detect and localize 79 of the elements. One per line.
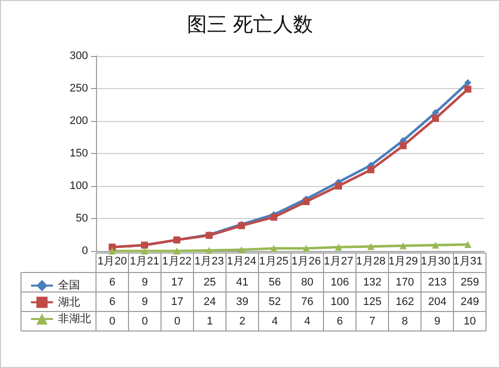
data-label: 259 xyxy=(460,276,479,288)
legend-label: 湖北 xyxy=(58,295,80,308)
data-label: 9 xyxy=(142,276,148,288)
data-label: 39 xyxy=(236,296,248,308)
data-label: 162 xyxy=(396,296,414,308)
data-label: 170 xyxy=(396,276,414,288)
point xyxy=(335,182,342,190)
point xyxy=(464,79,472,86)
x-tick-label: 1月27 xyxy=(324,256,354,268)
y-tick-label: 200 xyxy=(70,115,88,127)
point xyxy=(335,244,342,251)
data-label: 125 xyxy=(363,296,382,308)
y-tick-label: 250 xyxy=(70,82,88,94)
point xyxy=(302,244,310,252)
x-tick-label: 1月25 xyxy=(259,256,289,268)
point xyxy=(400,142,407,150)
point xyxy=(432,114,439,122)
data-label: 25 xyxy=(204,276,216,288)
data-label: 4 xyxy=(272,315,278,328)
y-tick-label: 300 xyxy=(70,50,88,62)
data-label: 6 xyxy=(109,296,116,308)
data-label: 56 xyxy=(268,276,281,288)
x-tick-label: 1月31 xyxy=(453,256,483,268)
legend-label: 非湖北 xyxy=(58,312,91,325)
legend-label: 全国 xyxy=(58,280,80,292)
point xyxy=(206,246,213,254)
x-tick-label: 1月20 xyxy=(97,256,127,268)
data-label: 80 xyxy=(301,276,314,288)
x-tick-label: 1月26 xyxy=(291,256,321,268)
data-label: 52 xyxy=(268,296,281,308)
data-label: 9 xyxy=(434,315,440,328)
data-label: 249 xyxy=(460,296,479,308)
data-label: 2 xyxy=(239,315,246,328)
data-label: 9 xyxy=(142,296,148,308)
y-tick-label: 150 xyxy=(70,148,88,160)
data-label: 213 xyxy=(428,276,446,288)
point xyxy=(270,244,278,252)
point xyxy=(367,166,374,174)
point xyxy=(400,242,407,250)
data-label: 6 xyxy=(109,276,116,288)
data-label: 17 xyxy=(171,276,184,288)
chart-title: 图三 死亡人数 xyxy=(186,12,314,36)
x-tick-label: 1月29 xyxy=(388,256,418,268)
data-label: 8 xyxy=(402,315,408,328)
x-tick-label: 1月30 xyxy=(420,256,450,268)
data-label: 76 xyxy=(301,296,314,308)
point xyxy=(108,248,116,254)
y-tick-label: 0 xyxy=(82,245,88,257)
data-label: 0 xyxy=(109,315,116,328)
data-label: 204 xyxy=(428,296,446,308)
point xyxy=(302,198,310,206)
x-tick-label: 1月28 xyxy=(356,256,386,268)
data-label: 17 xyxy=(171,296,184,308)
point xyxy=(238,246,245,254)
y-tick-label: 100 xyxy=(70,180,88,192)
data-label: 0 xyxy=(174,315,180,328)
point xyxy=(270,214,278,221)
data-label: 6 xyxy=(336,315,343,328)
x-tick-label: 1月22 xyxy=(162,256,192,268)
data-label: 106 xyxy=(330,276,349,288)
data-label: 132 xyxy=(363,276,382,288)
data-label: 24 xyxy=(204,296,216,308)
y-tick-label: 50 xyxy=(76,212,88,224)
data-label: 41 xyxy=(236,276,248,288)
data-label: 1 xyxy=(206,315,213,328)
data-label: 4 xyxy=(304,315,310,328)
data-label: 100 xyxy=(330,296,349,308)
x-tick-label: 1月21 xyxy=(130,256,160,268)
point xyxy=(464,241,472,248)
point xyxy=(173,248,180,254)
x-tick-label: 1月24 xyxy=(226,256,256,268)
point xyxy=(432,242,439,249)
data-label: 7 xyxy=(369,315,376,328)
point xyxy=(367,242,374,250)
data-label: 0 xyxy=(142,315,148,328)
x-tick-label: 1月23 xyxy=(194,256,224,268)
point xyxy=(464,86,472,93)
data-label: 10 xyxy=(464,315,476,328)
point xyxy=(141,248,148,254)
